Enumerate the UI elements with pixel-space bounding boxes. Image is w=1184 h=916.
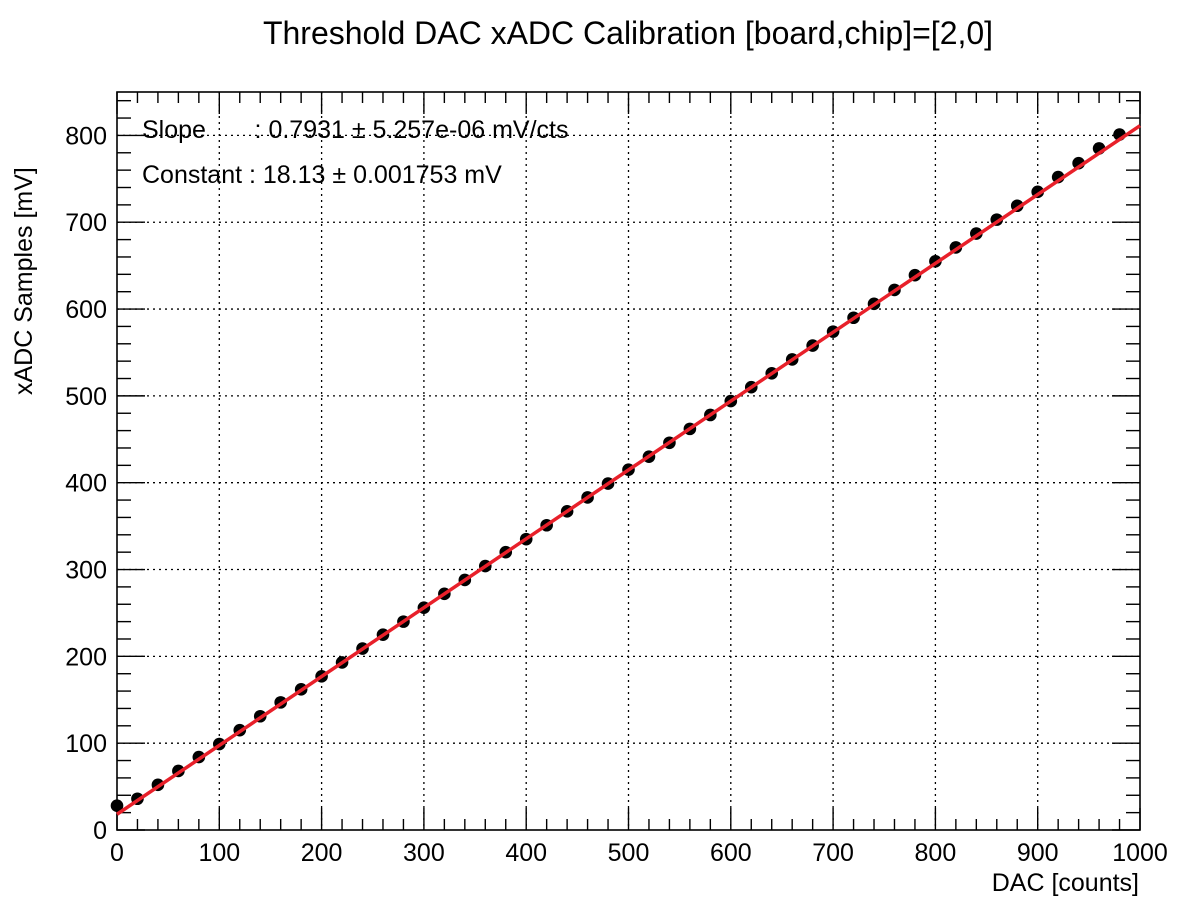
data-point xyxy=(110,799,124,812)
x-tick-label: 0 xyxy=(110,839,124,867)
x-tick-label: 200 xyxy=(301,839,343,867)
axis-ticks xyxy=(116,92,1141,831)
y-tick-label: 800 xyxy=(65,122,107,150)
y-tick-label: 400 xyxy=(65,470,107,498)
y-tick-labels: 0 100 200 300 400 500 600 700 800 xyxy=(65,122,107,845)
y-tick-label: 700 xyxy=(65,209,107,237)
x-tick-label: 100 xyxy=(198,839,240,867)
x-tick-labels: 0 100 200 300 400 500 600 700 800 900 1000 xyxy=(110,839,1168,867)
x-tick-label: 500 xyxy=(608,839,650,867)
slope-annotation: Slope : 0.7931 ± 5.257e-06 mV/cts xyxy=(142,116,568,144)
x-tick-label: 300 xyxy=(403,839,445,867)
fit-line xyxy=(116,124,1141,816)
y-tick-label: 600 xyxy=(65,296,107,324)
y-tick-label: 500 xyxy=(65,383,107,411)
x-tick-label: 800 xyxy=(915,839,957,867)
x-tick-label: 600 xyxy=(710,839,752,867)
data-points xyxy=(110,128,1126,812)
grid xyxy=(117,92,1140,830)
x-tick-label: 1000 xyxy=(1112,839,1168,867)
x-tick-label: 400 xyxy=(505,839,547,867)
x-tick-label: 900 xyxy=(1017,839,1059,867)
x-axis-label: DAC [counts] xyxy=(992,869,1139,897)
y-tick-label: 100 xyxy=(65,730,107,758)
constant-annotation: Constant : 18.13 ± 0.001753 mV xyxy=(142,161,502,189)
y-tick-label: 300 xyxy=(65,557,107,585)
plot-frame xyxy=(116,91,1141,831)
x-tick-label: 700 xyxy=(812,839,854,867)
y-axis-label: xADC Samples [mV] xyxy=(10,167,38,395)
chart-title: Threshold DAC xADC Calibration [board,ch… xyxy=(263,15,993,51)
y-tick-label: 200 xyxy=(65,643,107,671)
y-tick-label: 0 xyxy=(93,817,107,845)
